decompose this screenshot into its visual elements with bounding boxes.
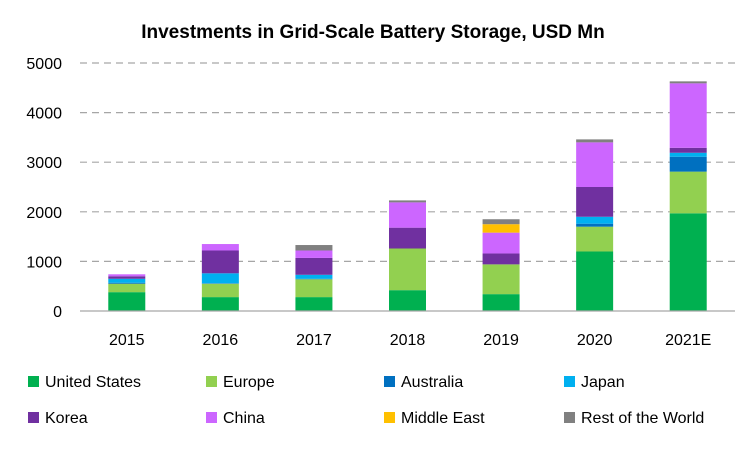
bar-segment [576, 223, 614, 227]
legend-swatch [206, 412, 217, 423]
bar-segment [389, 290, 426, 311]
legend-label: China [223, 410, 265, 427]
bar-segment [482, 253, 520, 265]
x-tick-label: 2017 [296, 332, 332, 349]
legend-swatch [564, 376, 575, 387]
legend-label: Australia [401, 374, 463, 391]
bar-segment [201, 297, 239, 311]
grid-layer [80, 62, 735, 262]
y-tick-label: 0 [53, 304, 62, 321]
legend-label: Europe [223, 374, 275, 391]
bars-layer [108, 81, 707, 311]
bar-segment [201, 283, 239, 298]
bar-segment [669, 152, 707, 157]
y-tick-label: 2000 [26, 205, 62, 222]
bar-segment [669, 81, 707, 84]
bar-segment [201, 273, 239, 284]
bar-segment [576, 187, 614, 217]
legend-label: Korea [45, 410, 88, 427]
legend-swatch [28, 376, 39, 387]
legend-label: Middle East [401, 410, 485, 427]
y-tick-label: 1000 [26, 254, 62, 271]
legend-swatch [206, 376, 217, 387]
bar-segment [295, 297, 333, 311]
legend-swatch [28, 412, 39, 423]
bar-segment [201, 244, 239, 251]
x-tick-label: 2016 [203, 332, 239, 349]
legend-swatch [384, 412, 395, 423]
chart-title: Investments in Grid-Scale Battery Storag… [141, 22, 605, 43]
y-tick-label: 3000 [26, 155, 62, 172]
bar-segment [108, 276, 146, 279]
bar-segment [295, 257, 333, 275]
bar-segment [669, 213, 707, 311]
bar-segment [108, 282, 146, 284]
bar-segment [108, 292, 146, 311]
bar-segment [389, 202, 426, 228]
bar-segment [389, 227, 426, 249]
legend-label: Japan [581, 374, 625, 391]
bar-segment [669, 156, 707, 172]
bar-segment [576, 142, 614, 187]
x-tick-label: 2021E [665, 332, 711, 349]
bar-segment [576, 139, 614, 143]
bar-segment [108, 274, 146, 277]
bar-segment [482, 294, 520, 311]
bar-segment [389, 248, 426, 291]
bar-segment [295, 245, 333, 251]
legend-swatch [384, 376, 395, 387]
bar-segment [108, 283, 146, 293]
legend-swatch [564, 412, 575, 423]
bar-segment [669, 83, 707, 148]
bar-segment [482, 224, 520, 233]
bar-segment [482, 232, 520, 254]
bar-segment [108, 278, 146, 283]
x-tick-label: 2018 [390, 332, 426, 349]
bar-segment [295, 279, 333, 298]
bar-segment [295, 274, 333, 279]
axis-layer: 0 1000 2000 3000 4000 5000 2015 2016 2017 2018 201… [26, 56, 735, 349]
x-tick-label: 2019 [483, 332, 519, 349]
y-tick-label: 5000 [26, 56, 62, 73]
bar-segment [482, 219, 520, 225]
bar-segment [201, 250, 239, 274]
bar-segment [389, 200, 426, 203]
x-tick-label: 2020 [577, 332, 613, 349]
bar-segment [669, 171, 707, 214]
bar-segment [482, 264, 520, 295]
bar-segment [576, 226, 614, 252]
legend: United States Europe Australia Japan Korea Ch… [28, 374, 704, 427]
y-tick-label: 4000 [26, 106, 62, 123]
bar-segment [669, 147, 707, 153]
bar-segment [295, 250, 333, 258]
legend-label: Rest of the World [581, 410, 704, 427]
bar-segment [576, 251, 614, 311]
bar-segment [576, 216, 614, 224]
x-tick-label: 2015 [109, 332, 145, 349]
legend-label: United States [45, 374, 141, 391]
